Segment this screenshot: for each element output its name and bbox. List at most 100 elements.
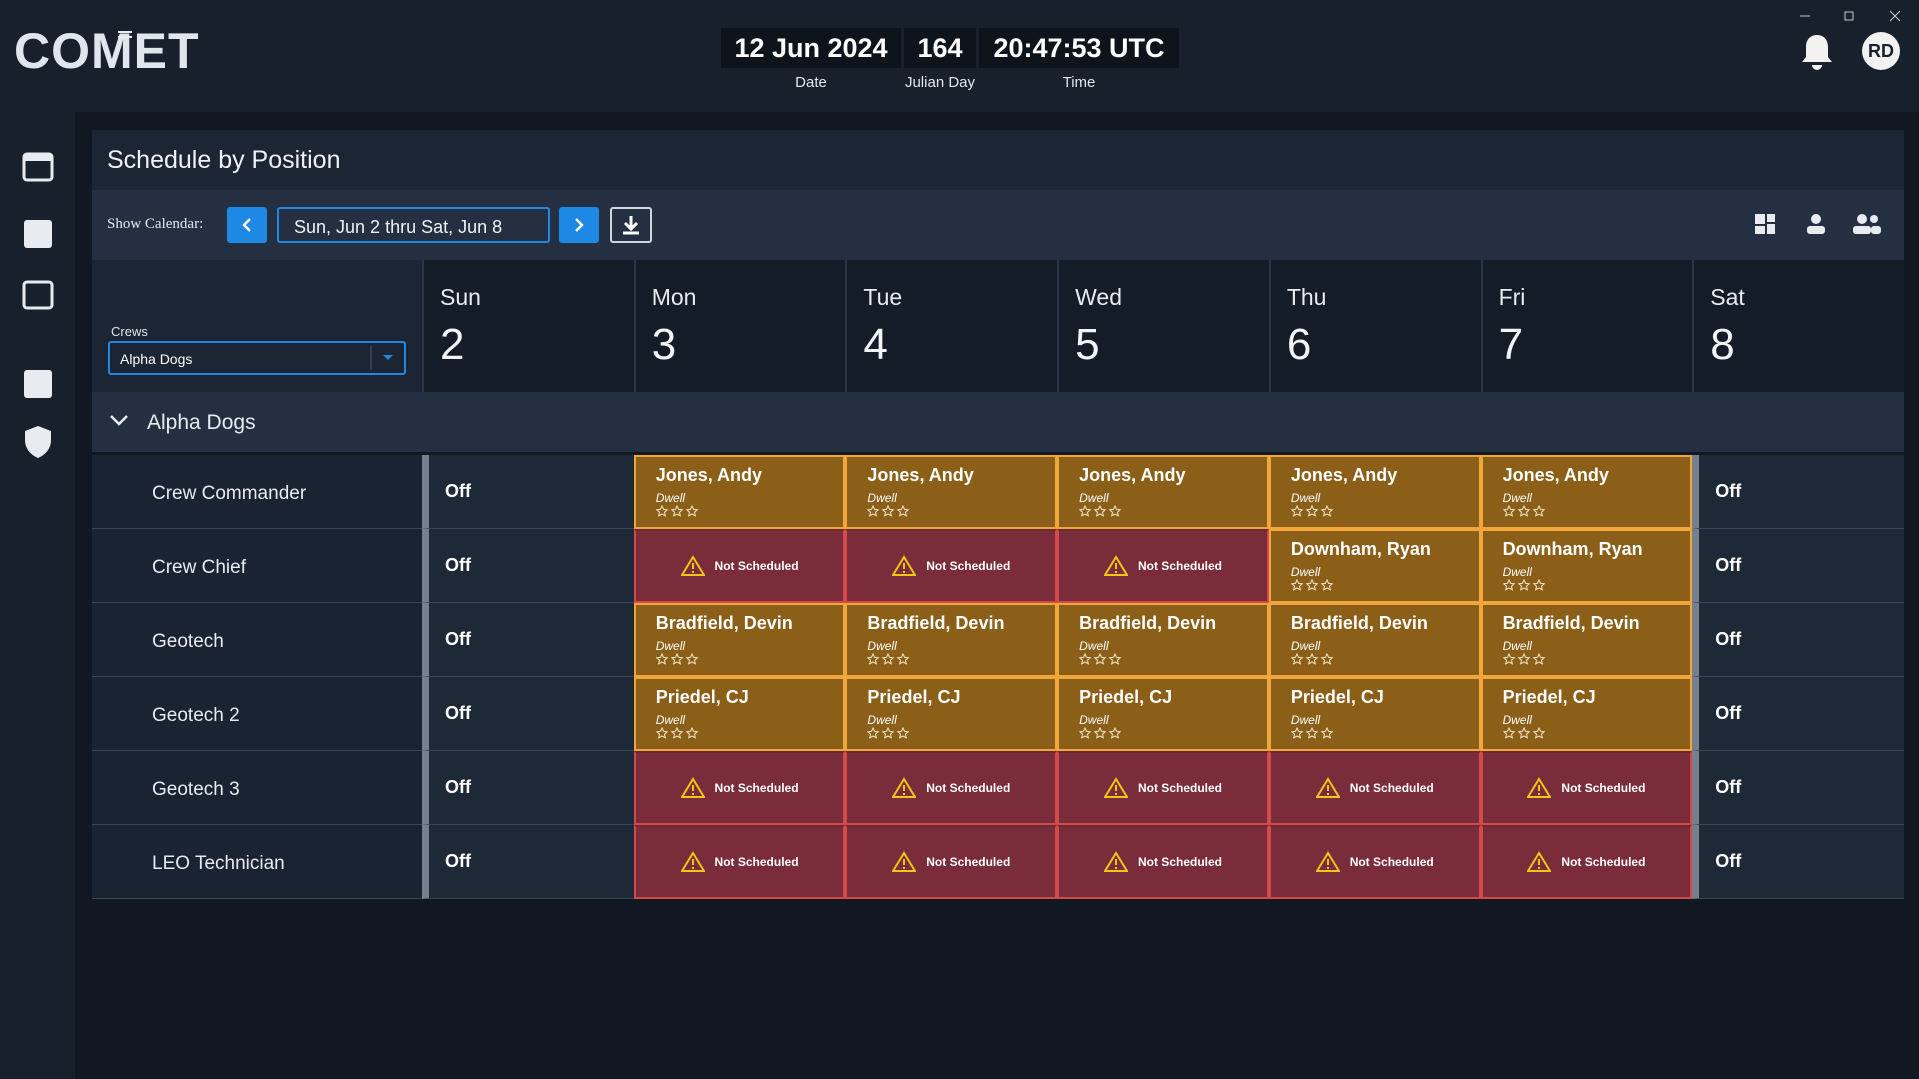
person-name: Bradfield, Devin <box>1290 613 1428 633</box>
assignment-note: Dwell <box>1290 565 1321 579</box>
assignment-note: Dwell <box>1502 491 1532 505</box>
off-cell[interactable]: Off <box>422 455 634 529</box>
unscheduled-cell[interactable]: Not Scheduled <box>845 825 1058 899</box>
assignment-note: Dwell <box>1079 639 1109 653</box>
not-scheduled: Not Scheduled <box>926 855 1011 869</box>
unscheduled-cell[interactable]: Not Scheduled <box>1057 529 1269 603</box>
off-cell[interactable]: Off <box>1692 529 1904 603</box>
unscheduled-cell[interactable]: Not Scheduled <box>633 529 846 603</box>
person-name: Jones, Andy <box>1290 465 1398 485</box>
assigned-cell[interactable]: Priedel, CJ Dwell <box>1268 677 1481 751</box>
julian-day: 164 <box>904 28 976 68</box>
assigned-cell[interactable]: Jones, Andy Dwell <box>1057 455 1269 529</box>
rating-stars <box>655 652 699 665</box>
unscheduled-cell[interactable]: Not Scheduled <box>1057 751 1269 825</box>
collapse-icon[interactable] <box>108 412 130 428</box>
assignment-note: Dwell <box>1502 565 1532 579</box>
unscheduled-cell[interactable]: Not Scheduled <box>633 825 846 899</box>
unscheduled-cell[interactable]: Not Scheduled <box>1268 825 1481 899</box>
unscheduled-cell[interactable]: Not Scheduled <box>845 751 1058 825</box>
rating-stars <box>1502 578 1545 591</box>
off-cell[interactable]: Off <box>422 603 634 677</box>
person-name: Priedel, CJ <box>867 687 961 707</box>
assigned-cell[interactable]: Jones, Andy Dwell <box>1480 455 1693 529</box>
group-row[interactable] <box>92 392 1904 452</box>
download[interactable] <box>610 207 652 243</box>
person-name: Priedel, CJ <box>1290 687 1384 707</box>
off-cell[interactable]: Off <box>422 677 634 751</box>
view-toggles[interactable] <box>1750 210 1900 240</box>
unscheduled-cell[interactable]: Not Scheduled <box>1057 825 1269 899</box>
unscheduled-cell[interactable]: Not Scheduled <box>1480 751 1693 825</box>
rating-stars <box>655 504 699 517</box>
assigned-cell[interactable]: Jones, Andy Dwell <box>845 455 1058 529</box>
warning-icon <box>1315 777 1340 798</box>
off-cell[interactable]: Off <box>1692 825 1904 899</box>
assigned-cell[interactable]: Priedel, CJ Dwell <box>633 677 846 751</box>
not-scheduled: Not Scheduled <box>926 781 1011 795</box>
position-cell: Geotech 3 <box>92 751 422 825</box>
assignment-note: Dwell <box>867 713 897 727</box>
position-name: Geotech 3 <box>152 779 240 800</box>
person-name: Jones, Andy <box>1079 465 1186 485</box>
assigned-cell[interactable]: Bradfield, Devin Dwell <box>633 603 846 677</box>
sidebar <box>0 110 75 1079</box>
person-name: Bradfield, Devin <box>1502 613 1640 633</box>
position-name: Crew Commander <box>152 483 307 504</box>
day-header: Tue 4 <box>845 260 1058 392</box>
avatar[interactable]: RD <box>1862 32 1900 70</box>
assignment-note: Dwell <box>1502 639 1532 653</box>
day-name: Sun <box>440 284 481 310</box>
nav-icons[interactable] <box>0 110 75 470</box>
date-range[interactable]: Sun, Jun 2 thru Sat, Jun 8 <box>277 207 550 243</box>
assignment-note: Dwell <box>1079 713 1109 727</box>
drag-handle[interactable] <box>118 30 134 40</box>
assigned-cell[interactable]: Downham, Ryan Dwell <box>1480 529 1693 603</box>
assigned-cell[interactable]: Bradfield, Devin Dwell <box>1057 603 1269 677</box>
not-scheduled: Not Scheduled <box>714 559 799 573</box>
assigned-cell[interactable]: Bradfield, Devin Dwell <box>1480 603 1693 677</box>
person-name: Downham, Ryan <box>1290 539 1431 559</box>
position-name: LEO Technician <box>152 853 285 874</box>
assigned-cell[interactable]: Jones, Andy Dwell <box>1268 455 1481 529</box>
rating-stars <box>867 726 910 739</box>
date: 12 Jun 2024 <box>721 28 901 68</box>
julian-label: Julian Day <box>904 74 976 91</box>
window-controls[interactable] <box>1795 6 1910 26</box>
assigned-cell[interactable]: Bradfield, Devin Dwell <box>1268 603 1481 677</box>
assigned-cell[interactable]: Priedel, CJ Dwell <box>1480 677 1693 751</box>
person-name: Bradfield, Devin <box>655 613 793 633</box>
off-cell[interactable]: Off <box>1692 603 1904 677</box>
next-week[interactable] <box>559 207 599 243</box>
off-cell[interactable]: Off <box>422 825 634 899</box>
crew-select[interactable]: Alpha Dogs <box>108 341 406 375</box>
assigned-cell[interactable]: Bradfield, Devin Dwell <box>845 603 1058 677</box>
assignment-note: Dwell <box>1079 491 1109 505</box>
prev-week[interactable] <box>227 207 267 243</box>
warning-icon <box>680 851 705 872</box>
not-scheduled: Not Scheduled <box>1137 559 1222 573</box>
assigned-cell[interactable]: Jones, Andy Dwell <box>633 455 846 529</box>
off-cell[interactable]: Off <box>1692 677 1904 751</box>
day-name: Thu <box>1286 284 1327 310</box>
not-scheduled: Not Scheduled <box>1561 855 1646 869</box>
unscheduled-cell[interactable]: Not Scheduled <box>845 529 1058 603</box>
off-cell[interactable]: Off <box>1692 455 1904 529</box>
time: 20:47:53 UTC <box>979 28 1179 68</box>
unscheduled-cell[interactable]: Not Scheduled <box>1268 751 1481 825</box>
notifications[interactable] <box>1800 32 1834 72</box>
off-cell[interactable]: Off <box>422 751 634 825</box>
person-name: Bradfield, Devin <box>867 613 1005 633</box>
rating-stars <box>1502 504 1545 517</box>
assigned-cell[interactable]: Priedel, CJ Dwell <box>845 677 1058 751</box>
unscheduled-cell[interactable]: Not Scheduled <box>1480 825 1693 899</box>
day-number: 2 <box>440 320 465 369</box>
off-cell[interactable]: Off <box>1692 751 1904 825</box>
off-cell[interactable]: Off <box>422 529 634 603</box>
assigned-cell[interactable]: Priedel, CJ Dwell <box>1057 677 1269 751</box>
unscheduled-cell[interactable]: Not Scheduled <box>633 751 846 825</box>
assigned-cell[interactable]: Downham, Ryan Dwell <box>1268 529 1481 603</box>
day-header: Sat 8 <box>1692 260 1904 392</box>
warning-icon <box>1103 777 1128 798</box>
